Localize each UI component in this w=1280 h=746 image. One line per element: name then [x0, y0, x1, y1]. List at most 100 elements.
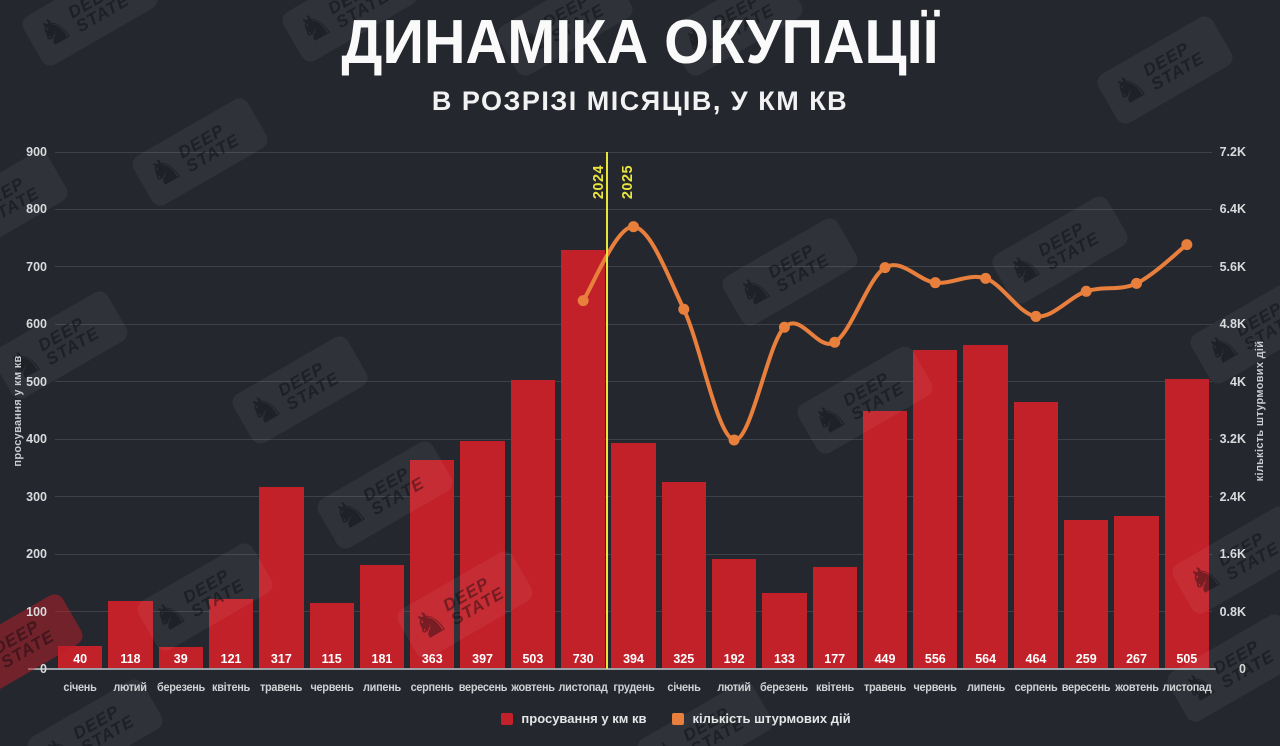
bar-value-label: 449	[874, 652, 896, 666]
left-axis-tick: 800	[26, 202, 47, 217]
bar-value-label: 397	[472, 652, 493, 666]
x-axis-label-20: вересень	[1062, 682, 1111, 694]
bar-value-label: 730	[572, 652, 594, 666]
line-data-point	[728, 434, 740, 446]
bar-value-label: 394	[623, 652, 644, 666]
gridline	[55, 323, 1212, 325]
bar-value-label: 133	[773, 652, 795, 666]
chart-subtitle: В РОЗРІЗІ МІСЯЦІВ, У КМ КВ	[431, 86, 849, 116]
legend-item-1: кількість штурмових дій	[672, 711, 851, 726]
x-axis-label-3: квітень	[212, 682, 251, 694]
bar-серпень-7	[410, 460, 455, 669]
left-axis-tick: 700	[26, 259, 47, 274]
x-axis-label-9: жовтень	[511, 682, 555, 694]
bar-червень-17	[913, 349, 958, 669]
bar-value-label: 325	[673, 652, 695, 666]
left-axis-tick: 600	[26, 317, 47, 332]
bar-вересень-20	[1064, 520, 1109, 669]
bar-березень-2	[158, 646, 203, 669]
line-data-point	[879, 262, 891, 274]
left-axis-tick: 400	[26, 432, 47, 447]
bar-вересень-8	[460, 440, 505, 669]
legend-item-0: просування у км кв	[501, 711, 646, 726]
x-axis-label-15: квітень	[815, 682, 854, 694]
bar-липень-6	[359, 565, 405, 669]
bar-value-label: 115	[321, 652, 342, 666]
x-axis-label-2: березень	[156, 682, 205, 694]
bar-value-label: 177	[824, 652, 846, 666]
right-axis-tick: 5.6K	[1219, 259, 1246, 274]
bar-value-label: 39	[173, 652, 188, 666]
year-divider-line	[606, 152, 609, 669]
x-axis-line	[28, 668, 1216, 670]
line-data-point	[829, 336, 841, 348]
gridline	[55, 438, 1212, 440]
line-series-path	[581, 224, 1189, 442]
bar-лютий-13	[711, 558, 757, 669]
right-axis-tick: 6.4K	[1219, 202, 1246, 217]
x-axis-label-19: серпень	[1014, 682, 1058, 694]
left-axis-tick: 300	[26, 489, 47, 504]
bar-березень-14	[762, 592, 807, 669]
right-axis-tick: 3.2K	[1219, 432, 1246, 447]
gridline	[55, 266, 1212, 268]
right-axis-tick: 4.8K	[1219, 317, 1246, 332]
bar-value-label: 267	[1126, 652, 1147, 666]
bar-value-label: 564	[975, 652, 997, 666]
gridline	[55, 151, 1212, 153]
x-axis-label-21: жовтень	[1114, 682, 1159, 694]
x-axis-label-5: червень	[310, 682, 354, 694]
year-label-2024: 2024	[591, 164, 608, 200]
x-axis-label-11: грудень	[612, 682, 655, 694]
bar-swatch-icon	[501, 712, 514, 725]
right-axis-tick: 2.4K	[1219, 489, 1246, 504]
bar-листопад-22	[1164, 378, 1209, 669]
year-label-2025: 2025	[620, 164, 637, 200]
bar-value-label: 259	[1075, 652, 1097, 666]
bar-жовтень-21	[1114, 515, 1159, 669]
bar-value-label: 118	[120, 652, 141, 666]
line-data-point	[778, 321, 790, 333]
line-data-point	[577, 295, 589, 307]
right-axis-tick: 0	[1239, 662, 1246, 676]
gridline	[55, 208, 1212, 210]
line-data-point	[678, 303, 690, 315]
bar-квітень-15	[812, 567, 857, 669]
bar-жовтень-9	[510, 380, 556, 669]
x-axis-label-22: листопад	[1162, 682, 1212, 694]
bar-value-label: 503	[522, 652, 544, 666]
right-axis-tick: 0.8K	[1219, 604, 1246, 619]
right-axis-tick: 7.2K	[1219, 145, 1246, 159]
x-axis-label-6: липень	[362, 682, 401, 694]
line-data-point	[1080, 285, 1092, 297]
bar-червень-5	[309, 602, 354, 669]
left-axis-tick: 900	[26, 145, 47, 159]
x-axis-label-12: січень	[667, 682, 701, 694]
bar-грудень-11	[611, 442, 656, 669]
left-axis-tick: 200	[26, 547, 47, 562]
bar-value-label: 181	[371, 652, 393, 666]
bar-value-label: 121	[220, 652, 242, 666]
bar-серпень-19	[1013, 402, 1059, 669]
x-axis-label-10: листопад	[558, 682, 608, 694]
legend-label: просування у км кв	[521, 711, 647, 726]
legend-label: кількість штурмових дій	[692, 711, 851, 726]
right-axis-tick: 4K	[1230, 374, 1246, 389]
bar-січень-12	[661, 482, 706, 669]
bar-value-label: 464	[1025, 652, 1047, 666]
bar-липень-18	[963, 345, 1008, 669]
legend: просування у км кв кількість штурмових ді…	[36, 711, 1280, 726]
bar-лютий-1	[108, 601, 153, 669]
line-swatch-icon	[672, 712, 685, 725]
line-data-point	[980, 272, 992, 284]
x-axis-label-16: травень	[863, 682, 907, 694]
right-axis-tick: 1.6K	[1219, 547, 1246, 562]
x-axis-label-14: березень	[760, 682, 809, 694]
bar-квітень-3	[208, 599, 254, 669]
bar-травень-4	[259, 486, 304, 669]
x-axis-label-18: липень	[966, 682, 1005, 694]
bar-value-label: 363	[421, 652, 443, 666]
x-axis-label-7: серпень	[410, 682, 454, 694]
